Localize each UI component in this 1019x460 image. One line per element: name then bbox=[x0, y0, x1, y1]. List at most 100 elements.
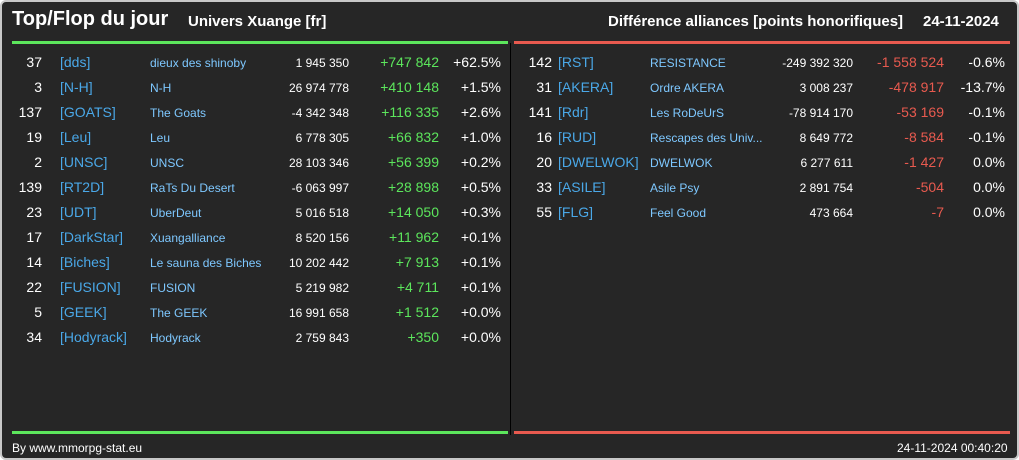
alliance-name-link[interactable]: The GEEK bbox=[150, 306, 208, 320]
alliance-name-link[interactable]: The Goats bbox=[150, 106, 207, 120]
points-difference: +1 512 bbox=[395, 304, 439, 320]
alliance-rank: 142 bbox=[528, 54, 552, 70]
top-row: 137 [GOATS] The Goats -4 342 348 +116 335 +2.… bbox=[2, 100, 510, 125]
alliance-name-link[interactable]: UNSC bbox=[150, 156, 185, 170]
alliance-points: 16 991 658 bbox=[288, 306, 349, 320]
flop-list: 142 [RST] RESISTANCE -249 392 320 -1 558 524… bbox=[510, 50, 1017, 225]
alliance-points: 5 016 518 bbox=[295, 206, 349, 220]
alliance-tag-link[interactable]: [DarkStar] bbox=[60, 229, 124, 245]
flop-footer-line bbox=[514, 431, 1010, 434]
alliance-tag-link[interactable]: [dds] bbox=[60, 54, 91, 70]
points-difference: -1 558 524 bbox=[877, 54, 944, 70]
top-row: 139 [RT2D] RaTs Du Desert -6 063 997 +28 898… bbox=[2, 175, 510, 200]
points-difference: -478 917 bbox=[888, 79, 944, 95]
source-link[interactable]: By www.mmorpg-stat.eu bbox=[12, 441, 143, 455]
alliance-points: 473 664 bbox=[809, 206, 853, 220]
alliance-tag-link[interactable]: [UDT] bbox=[60, 204, 97, 220]
alliance-name-link[interactable]: Le sauna des Biches bbox=[150, 256, 262, 270]
points-difference: +66 832 bbox=[388, 129, 439, 145]
points-difference: -7 bbox=[931, 204, 944, 220]
percent-change: 0.0% bbox=[973, 204, 1005, 220]
alliance-rank: 5 bbox=[34, 304, 42, 320]
alliance-tag-link[interactable]: [FUSION] bbox=[60, 279, 121, 295]
alliance-tag-link[interactable]: [N-H] bbox=[60, 79, 93, 95]
alliance-tag-link[interactable]: [Biches] bbox=[60, 254, 110, 270]
percent-change: +62.5% bbox=[453, 54, 501, 70]
alliance-rank: 20 bbox=[536, 154, 552, 170]
alliance-tag-link[interactable]: [Rdr] bbox=[558, 104, 589, 120]
alliance-rank: 2 bbox=[34, 154, 42, 170]
alliance-tag-link[interactable]: [RT2D] bbox=[60, 179, 105, 195]
top-row: 17 [DarkStar] Xuangalliance 8 520 156 +11 96… bbox=[2, 225, 510, 250]
flop-row: 31 [AKERA] Ordre AKERA 3 008 237 -478 917 -13… bbox=[510, 75, 1017, 100]
percent-change: -0.1% bbox=[968, 129, 1005, 145]
percent-change: 0.0% bbox=[973, 154, 1005, 170]
percent-change: 0.0% bbox=[973, 179, 1005, 195]
alliance-name-link[interactable]: Rescapes des Univ... bbox=[650, 131, 763, 145]
alliance-points: -6 063 997 bbox=[291, 181, 349, 195]
top-row: 22 [FUSION] FUSION 5 219 982 +4 711 +0.1% bbox=[2, 275, 510, 300]
alliance-rank: 31 bbox=[536, 79, 552, 95]
alliance-rank: 17 bbox=[26, 229, 42, 245]
alliance-name-link[interactable]: Leu bbox=[150, 131, 171, 145]
alliance-name-link[interactable]: dieux des shinoby bbox=[150, 56, 247, 70]
alliance-rank: 37 bbox=[26, 54, 42, 70]
alliance-name-link[interactable]: Feel Good bbox=[650, 206, 707, 220]
points-difference: +747 842 bbox=[380, 54, 439, 70]
alliance-points: 1 945 350 bbox=[295, 56, 349, 70]
points-difference: -8 584 bbox=[904, 129, 944, 145]
top-row: 37 [dds] dieux des shinoby 1 945 350 +747 84… bbox=[2, 50, 510, 75]
alliance-name-link[interactable]: FUSION bbox=[150, 281, 196, 295]
alliance-tag-link[interactable]: [ASILE] bbox=[558, 179, 606, 195]
alliance-rank: 16 bbox=[536, 129, 552, 145]
alliance-points: 5 219 982 bbox=[295, 281, 349, 295]
alliance-tag-link[interactable]: [RST] bbox=[558, 54, 594, 70]
alliance-rank: 141 bbox=[528, 104, 552, 120]
alliance-name-link[interactable]: Les RoDeUrS bbox=[650, 106, 725, 120]
column-divider bbox=[510, 43, 511, 435]
alliance-tag-link[interactable]: [GOATS] bbox=[60, 104, 116, 120]
alliance-name-link[interactable]: Xuangalliance bbox=[150, 231, 226, 245]
alliance-name-link[interactable]: RESISTANCE bbox=[650, 56, 726, 70]
percent-change: +1.5% bbox=[460, 79, 501, 95]
alliance-name-link[interactable]: Ordre AKERA bbox=[650, 81, 725, 95]
alliance-points: -249 392 320 bbox=[782, 56, 853, 70]
alliance-points: -4 342 348 bbox=[291, 106, 349, 120]
alliance-tag-link[interactable]: [RUD] bbox=[558, 129, 597, 145]
alliance-name-link[interactable]: Hodyrack bbox=[150, 331, 201, 345]
points-difference: +410 148 bbox=[380, 79, 439, 95]
alliance-name-link[interactable]: N-H bbox=[150, 81, 172, 95]
alliance-name-link[interactable]: Asile Psy bbox=[650, 181, 700, 195]
alliance-name-link[interactable]: UberDeut bbox=[150, 206, 202, 220]
alliance-rank: 14 bbox=[26, 254, 42, 270]
flop-row: 20 [DWELWOK] DWELWOK 6 277 611 -1 427 0.0% bbox=[510, 150, 1017, 175]
points-difference: +350 bbox=[407, 329, 439, 345]
alliance-name-link[interactable]: RaTs Du Desert bbox=[150, 181, 235, 195]
percent-change: +0.2% bbox=[460, 154, 501, 170]
alliance-tag-link[interactable]: [FLG] bbox=[558, 204, 594, 220]
alliance-tag-link[interactable]: [AKERA] bbox=[558, 79, 614, 95]
alliance-points: 3 008 237 bbox=[799, 81, 853, 95]
alliance-tag-link[interactable]: [UNSC] bbox=[60, 154, 108, 170]
alliance-name-link[interactable]: DWELWOK bbox=[650, 156, 713, 170]
header-date: 24-11-2024 bbox=[923, 13, 999, 30]
alliance-rank: 139 bbox=[18, 179, 42, 195]
points-difference: +28 898 bbox=[388, 179, 439, 195]
top-row: 5 [GEEK] The GEEK 16 991 658 +1 512 +0.0% bbox=[2, 300, 510, 325]
alliance-tag-link[interactable]: [Hodyrack] bbox=[60, 329, 127, 345]
points-difference: +14 050 bbox=[388, 204, 439, 220]
alliance-tag-link[interactable]: [Leu] bbox=[60, 129, 92, 145]
alliance-points: 2 891 754 bbox=[799, 181, 853, 195]
percent-change: +2.6% bbox=[460, 104, 501, 120]
points-difference: +56 399 bbox=[388, 154, 439, 170]
percent-change: -13.7% bbox=[960, 79, 1005, 95]
percent-change: +0.1% bbox=[460, 254, 501, 270]
top-footer-line bbox=[12, 431, 508, 434]
points-difference: -1 427 bbox=[904, 154, 944, 170]
alliance-tag-link[interactable]: [DWELWOK] bbox=[558, 154, 639, 170]
percent-change: +0.0% bbox=[460, 304, 501, 320]
alliance-tag-link[interactable]: [GEEK] bbox=[60, 304, 107, 320]
alliance-points: 2 759 843 bbox=[295, 331, 349, 345]
flop-row: 33 [ASILE] Asile Psy 2 891 754 -504 0.0% bbox=[510, 175, 1017, 200]
